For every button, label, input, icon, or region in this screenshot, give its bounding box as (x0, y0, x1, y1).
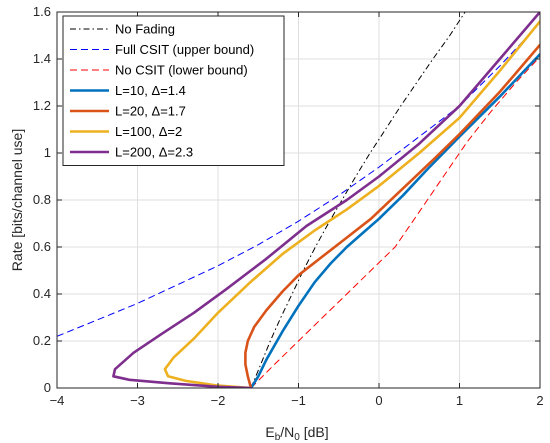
y-tick-label: 0.4 (33, 286, 51, 301)
y-tick-label: 0.2 (33, 333, 51, 348)
series-line-5 (244, 43, 540, 388)
y-tick-label: 1.4 (33, 51, 51, 66)
legend-label: L=100, Δ=2 (115, 124, 182, 139)
series-line-3 (250, 56, 540, 388)
axis-ticks (56, 11, 541, 389)
x-tick-label: −3 (130, 393, 145, 408)
series-line-4 (249, 52, 540, 388)
y-tick-label: 1 (44, 145, 51, 160)
series-line-6 (163, 20, 540, 388)
x-tick-label: −4 (50, 393, 65, 408)
y-tick-labels: 0 0.2 0.4 0.6 0.8 1 1.2 1.4 1.6 (33, 4, 51, 395)
series-line-2 (57, 21, 540, 337)
legend-label: No CSIT (lower bound) (115, 63, 248, 78)
legend-label: L=20, Δ=1.7 (115, 104, 186, 119)
series-line-7 (112, 12, 540, 388)
y-tick-label: 0.6 (33, 239, 51, 254)
legend: No Fading Full CSIT (upper bound) No CSIT … (62, 15, 285, 166)
legend-label: L=200, Δ=2.3 (115, 145, 193, 160)
y-tick-label: 1.6 (33, 4, 51, 19)
legend-label: L=10, Δ=1.4 (115, 83, 186, 98)
y-tick-label: 1.2 (33, 98, 51, 113)
legend-label: Full CSIT (upper bound) (115, 42, 254, 57)
x-tick-label: −2 (211, 393, 226, 408)
x-tick-label: 0 (375, 393, 382, 408)
y-axis-label: Rate [bits/channel use] (9, 129, 25, 271)
y-tick-label: 0 (44, 380, 51, 395)
series-layer (57, 12, 540, 388)
y-tick-label: 0.8 (33, 192, 51, 207)
x-axis-label: Eb/N0 [dB] (265, 424, 328, 443)
x-tick-label: 1 (456, 393, 463, 408)
x-tick-labels: −4 −3 −2 −1 0 1 2 (50, 393, 544, 408)
series-line-1 (250, 12, 466, 388)
x-tick-label: 2 (536, 393, 543, 408)
x-tick-label: −1 (291, 393, 306, 408)
legend-label: No Fading (115, 22, 175, 37)
